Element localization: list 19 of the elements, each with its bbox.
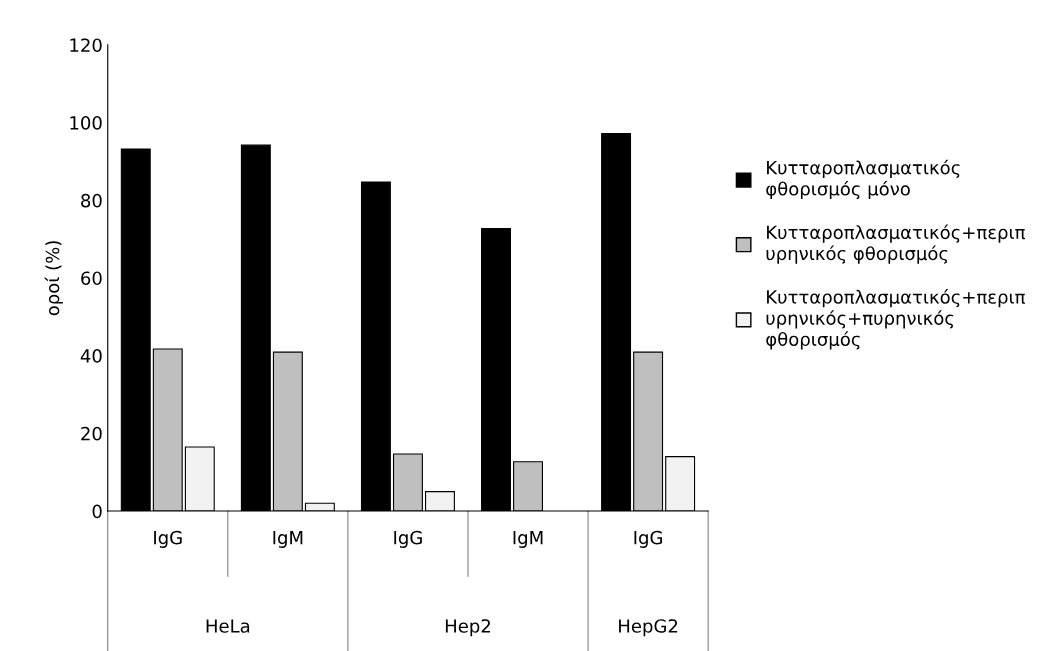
text: HeLa bbox=[206, 619, 250, 633]
text: Hep2 bbox=[445, 619, 490, 637]
x-tick-label: IgG bbox=[634, 530, 663, 548]
y-tick-label: 120 bbox=[70, 38, 102, 53]
x-tick-label: IgG bbox=[154, 530, 182, 548]
y-tick-label: 40 bbox=[80, 349, 102, 363]
x-tick-label: IgG bbox=[394, 530, 422, 548]
x-tick-label: IgM bbox=[273, 531, 303, 548]
y-tick-label: 100 bbox=[70, 116, 102, 130]
y-tick-label: 80 bbox=[81, 193, 102, 208]
x-tick-label: IgM bbox=[513, 531, 543, 548]
y-tick-label: 0 bbox=[92, 504, 102, 519]
legend-label: Κυτταροπλασματικός+περιπ υρηνικός φθορισμός bbox=[766, 224, 1025, 264]
y-tick-label: 20 bbox=[81, 426, 102, 441]
y-tick-label: 60 bbox=[81, 271, 102, 286]
legend-label: Κυτταροπλασματικός φθορισμός μόνο bbox=[766, 159, 960, 200]
legend-label: Κυτταροπλασματικός+περιπ υρηνικός+πυρηνικός φθορισμός bbox=[766, 289, 1025, 350]
text: HepG2 bbox=[619, 619, 678, 637]
y-axis-title: οροί (%) bbox=[44, 241, 63, 316]
